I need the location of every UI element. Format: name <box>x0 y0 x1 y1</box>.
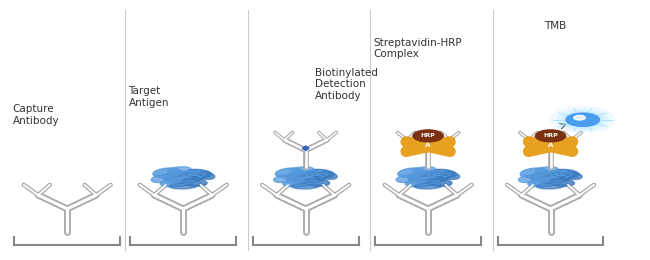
Ellipse shape <box>304 179 330 186</box>
Circle shape <box>551 107 615 132</box>
Text: HRP: HRP <box>421 133 436 138</box>
Text: Capture
Antibody: Capture Antibody <box>12 104 59 126</box>
Circle shape <box>562 112 603 128</box>
Text: Streptavidin-HRP
Complex: Streptavidin-HRP Complex <box>373 38 462 59</box>
Ellipse shape <box>536 183 565 189</box>
Ellipse shape <box>291 167 313 173</box>
Ellipse shape <box>276 168 304 178</box>
Ellipse shape <box>168 167 191 173</box>
Ellipse shape <box>530 171 571 183</box>
Circle shape <box>566 113 599 126</box>
Circle shape <box>413 130 443 142</box>
Polygon shape <box>302 146 309 151</box>
Ellipse shape <box>318 172 337 179</box>
Ellipse shape <box>413 167 436 173</box>
Ellipse shape <box>414 183 442 189</box>
Ellipse shape <box>163 171 203 183</box>
Ellipse shape <box>441 172 460 179</box>
Text: A: A <box>548 142 553 148</box>
Circle shape <box>574 115 586 120</box>
Polygon shape <box>424 146 432 151</box>
Ellipse shape <box>564 172 582 179</box>
Ellipse shape <box>535 167 558 173</box>
Ellipse shape <box>196 172 214 179</box>
Ellipse shape <box>429 170 457 178</box>
Ellipse shape <box>161 179 191 187</box>
Circle shape <box>536 130 566 142</box>
Ellipse shape <box>408 171 448 183</box>
Circle shape <box>557 109 608 130</box>
Ellipse shape <box>528 179 558 187</box>
Ellipse shape <box>283 179 314 187</box>
Ellipse shape <box>181 179 207 186</box>
Ellipse shape <box>285 171 326 183</box>
Ellipse shape <box>292 183 320 189</box>
Ellipse shape <box>185 170 212 178</box>
Ellipse shape <box>406 179 436 187</box>
Ellipse shape <box>519 175 538 183</box>
Ellipse shape <box>307 170 334 178</box>
Polygon shape <box>547 146 554 151</box>
Ellipse shape <box>169 183 197 189</box>
Text: Target
Antigen: Target Antigen <box>129 86 169 108</box>
Text: Biotinylated
Detection
Antibody: Biotinylated Detection Antibody <box>315 68 378 101</box>
Ellipse shape <box>274 175 293 183</box>
Ellipse shape <box>153 168 181 178</box>
Text: HRP: HRP <box>543 133 558 138</box>
Text: TMB: TMB <box>544 21 566 31</box>
Ellipse shape <box>396 175 415 183</box>
Text: A: A <box>425 142 431 148</box>
Ellipse shape <box>552 170 579 178</box>
Ellipse shape <box>549 179 575 186</box>
Ellipse shape <box>151 175 171 183</box>
Ellipse shape <box>398 168 426 178</box>
Ellipse shape <box>426 179 452 186</box>
Ellipse shape <box>520 168 548 178</box>
